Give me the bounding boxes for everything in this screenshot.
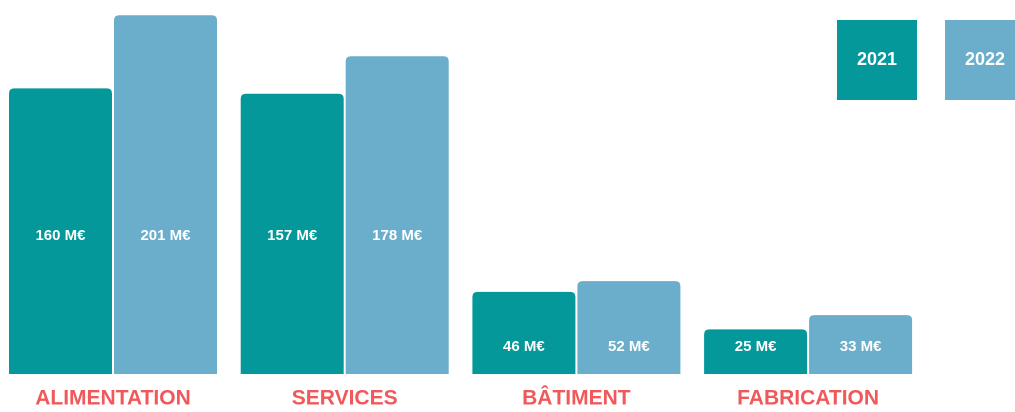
- value-label: 178 M€: [372, 227, 423, 244]
- category-label: SERVICES: [292, 387, 398, 410]
- bar: [472, 291, 576, 374]
- value-label: 46 M€: [503, 338, 545, 355]
- value-label: 160 M€: [35, 227, 86, 244]
- legend-swatch: [945, 20, 1015, 100]
- category-label: BÂTIMENT: [522, 386, 631, 410]
- bar: [809, 315, 913, 374]
- legend-swatch: [837, 20, 917, 100]
- bar: [9, 88, 112, 375]
- legend-label: 2021: [857, 49, 897, 69]
- value-label: 25 M€: [735, 338, 777, 355]
- legend-label: 2022: [965, 49, 1005, 69]
- bar: [577, 281, 681, 374]
- value-label: 157 M€: [267, 227, 318, 244]
- bar: [345, 56, 449, 375]
- bar: [704, 329, 808, 374]
- bar: [114, 15, 217, 375]
- value-label: 52 M€: [608, 338, 650, 355]
- category-label: ALIMENTATION: [35, 387, 191, 410]
- bar: [240, 93, 344, 374]
- value-label: 201 M€: [140, 227, 191, 244]
- value-label: 33 M€: [840, 338, 882, 355]
- category-label: FABRICATION: [737, 387, 879, 410]
